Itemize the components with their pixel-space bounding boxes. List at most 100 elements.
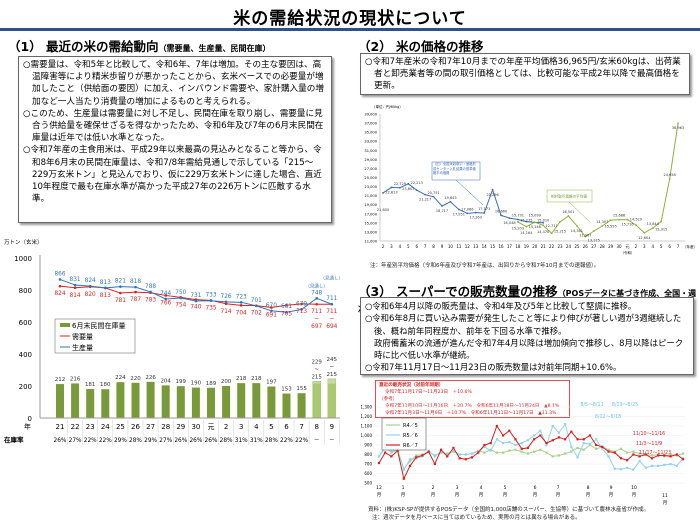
- sales-point: [415, 456, 418, 459]
- price-point: [643, 231, 646, 234]
- sales-point: [495, 438, 498, 441]
- sales-point: [619, 457, 623, 460]
- month-label: 4: [480, 485, 483, 491]
- inventory-value: 220: [130, 376, 141, 382]
- price-value: 16,048: [503, 221, 515, 225]
- inventory-value: 226: [145, 375, 156, 381]
- x-tick-label: 6: [668, 244, 671, 249]
- stock-rate: 26%: [205, 438, 218, 444]
- production-point: [134, 285, 137, 289]
- sales-point: [427, 450, 430, 453]
- price-point: [525, 225, 528, 228]
- price-point: [626, 218, 629, 221]
- price-value: 21,217: [419, 198, 431, 202]
- demand-point: [224, 302, 228, 306]
- x-tick-label: 17: [507, 244, 513, 249]
- price-point: [474, 211, 477, 214]
- stock-rate: 22%: [280, 438, 293, 444]
- price-point: [483, 212, 486, 214]
- sales-point: [464, 453, 467, 456]
- production-value: 788: [145, 284, 156, 290]
- price-value: 15,275: [520, 219, 532, 223]
- sales-point: [508, 449, 511, 452]
- year-label: 23: [86, 423, 95, 431]
- inventory-range-sep: ~: [329, 364, 334, 370]
- section1-para: ○このため、生産量は需要量に対し不足し、民間在庫を取り崩し、需要量に見合う供給量…: [23, 108, 324, 144]
- callout-title: 直近の販売状況（対前年同期）: [379, 383, 444, 388]
- sales-point: [526, 446, 529, 449]
- sales-point: [663, 454, 666, 457]
- sales-point: [439, 448, 443, 451]
- section3-title: （3） スーパーでの販売数量の推移: [358, 284, 558, 299]
- sales-point: [539, 434, 542, 437]
- sales-point: [477, 451, 480, 454]
- production-value: 824: [85, 278, 96, 284]
- production-value: 831: [70, 277, 81, 283]
- price-point: [618, 218, 620, 221]
- inventory-value: 155: [296, 386, 307, 392]
- sales-point: [520, 447, 523, 450]
- sales-point: [470, 452, 474, 455]
- x-tick-label: 26: [583, 244, 589, 249]
- sales-point: [402, 477, 405, 480]
- production-value: 726: [221, 294, 232, 300]
- sales-point: [470, 456, 474, 459]
- sales-chart: 5006007008009001,0001,1001,2001,30012月1月…: [361, 402, 685, 505]
- sales-point: [514, 443, 517, 447]
- x-tick-label: 5: [660, 244, 663, 249]
- production-value: 701: [251, 298, 262, 304]
- production-point: [104, 286, 107, 290]
- production-point: [58, 278, 62, 281]
- section3-para: ○令和7年11月17日～11月23日の販売数量は対前年同期+10.6%。: [365, 362, 622, 373]
- sales-point: [520, 442, 523, 445]
- y-tick-label: 1,100: [361, 424, 373, 429]
- stock-rate: 22%: [295, 438, 308, 444]
- price-value: 16,660: [495, 209, 507, 213]
- sales-point: [501, 451, 505, 454]
- year-label: 21: [56, 423, 65, 431]
- price-value: 17,171: [478, 207, 490, 211]
- price-value: 11,967: [579, 234, 591, 238]
- inventory-value: 204: [160, 378, 171, 384]
- production-value: 813: [100, 280, 111, 286]
- sales-point: [495, 451, 498, 454]
- sales-point: [576, 438, 579, 441]
- stock-rate: 31%: [235, 438, 248, 444]
- stock-rate: 28%: [220, 438, 233, 444]
- year-label: 25: [116, 423, 125, 431]
- x-tick-label: 16: [498, 244, 504, 249]
- x-axis-label: （年産）: [683, 244, 697, 249]
- inventory-value: 180: [100, 382, 111, 388]
- sales-point: [669, 462, 672, 466]
- production-point: [149, 290, 152, 294]
- y-tick-label: 25,000: [364, 176, 377, 180]
- inventory-value-lower: 215: [311, 374, 322, 380]
- section1-textbox: ○需要量は、令和5年と比較して、令和6年、7年は増加。その主な要因は、高温障害等…: [18, 56, 332, 223]
- sales-point: [650, 454, 654, 457]
- sales-point: [576, 456, 579, 459]
- production-value: 723: [236, 294, 247, 300]
- production-value: 748: [311, 290, 322, 296]
- x-tick-label: 元: [625, 244, 629, 249]
- sales-point: [675, 464, 678, 467]
- year-label: 30: [191, 423, 200, 431]
- price-point: [432, 195, 435, 198]
- x-tick-label: 19: [524, 244, 530, 249]
- price-value: 16,501: [562, 210, 574, 214]
- stock-rate: 28%: [265, 438, 278, 444]
- production-value: 866: [54, 271, 65, 277]
- price-value: 24,658: [663, 173, 675, 177]
- inventory-bar: [297, 393, 306, 418]
- price-value: 15,099: [529, 213, 541, 217]
- price-point: [559, 220, 561, 223]
- production-value: 821: [115, 279, 126, 285]
- demand-value: 783: [145, 298, 156, 304]
- price-point: [592, 230, 595, 233]
- chart-annotation: 11/17～11/23: [639, 450, 671, 456]
- year-label: 26: [131, 423, 140, 431]
- sales-point: [545, 442, 548, 445]
- sales-point: [557, 454, 561, 457]
- sales-point: [626, 459, 629, 462]
- section2-para: ○令和7年産米の令和7年10月までの年産平均価格36,965円/玄米60kgは、…: [365, 57, 681, 92]
- price-point: [500, 214, 502, 217]
